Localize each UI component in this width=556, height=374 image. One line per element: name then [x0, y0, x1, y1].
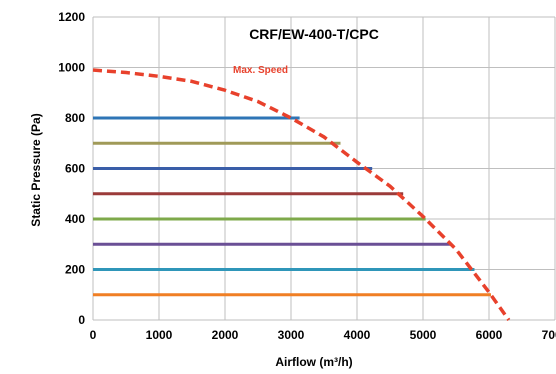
x-tick-labels: 0 1000 2000 3000 4000 5000 6000 7000: [90, 328, 556, 342]
max-speed-curve-group: [92, 68, 511, 322]
y-tick-label: 600: [65, 162, 85, 176]
y-tick-label: 0: [78, 313, 85, 327]
max-speed-curve: [92, 68, 511, 322]
x-tick-label: 1000: [146, 328, 173, 342]
x-tick-label: 5000: [410, 328, 437, 342]
x-tick-label: 3000: [278, 328, 305, 342]
max-speed-label: Max. Speed: [233, 65, 288, 76]
y-tick-label: 200: [65, 263, 85, 277]
y-tick-label: 1200: [58, 10, 85, 24]
y-tick-labels: 0 200 400 600 800 1000 1200: [58, 10, 85, 327]
x-tick-label: 7000: [542, 328, 556, 342]
x-axis-title: Airflow (m³/h): [275, 355, 352, 369]
x-tick-label: 4000: [344, 328, 371, 342]
y-tick-label: 400: [65, 212, 85, 226]
x-tick-label: 2000: [212, 328, 239, 342]
y-axis-title: Static Pressure (Pa): [29, 113, 43, 226]
pressure-lines: [93, 116, 491, 297]
y-tick-label: 1000: [58, 61, 85, 75]
y-tick-label: 800: [65, 111, 85, 125]
chart-title: CRF/EW-400-T/CPC: [249, 26, 379, 42]
x-tick-label: 0: [90, 328, 97, 342]
x-tick-label: 6000: [476, 328, 503, 342]
